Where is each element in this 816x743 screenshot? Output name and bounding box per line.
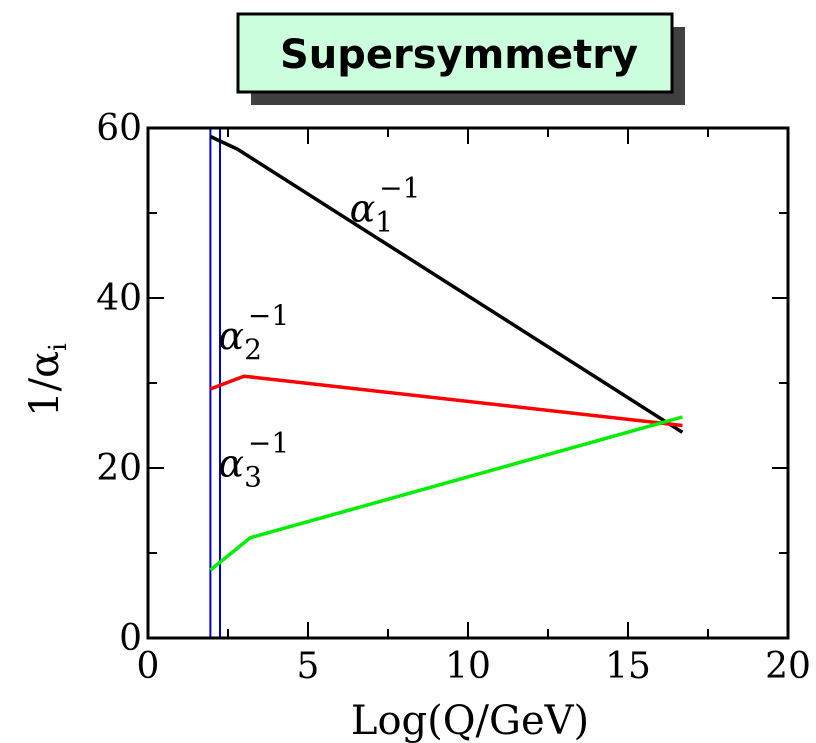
x-tick-label: 20 [765,646,811,687]
x-tick-label: 0 [137,646,160,687]
series-label-2: α2−1 [218,299,289,366]
svg-text:1/αi: 1/αi [22,343,72,417]
chart-title: Supersymmetry [280,32,638,78]
y-axis-label-sub: i [44,343,72,351]
x-axis-label: Log(Q/GeV) [351,698,589,743]
plot-area: α1−1 α2−1 α3−1 0 5 10 15 20 0 20 40 60 [96,108,811,687]
title-box [236,12,674,94]
plot-frame [146,126,790,640]
y-tick-label: 60 [96,108,142,149]
x-tick-label: 15 [605,646,651,687]
series-line-2 [209,374,683,428]
series-label-3: α3−1 [218,427,289,494]
series-label-1: α1−1 [350,172,421,239]
y-axis-label: 1/αi [22,343,72,417]
y-tick-label: 40 [96,278,142,319]
chart-title-box: Supersymmetry [236,12,685,105]
x-tick-label: 10 [445,646,491,687]
y-axis-label-main: 1/α [22,351,68,417]
y-tick-label: 20 [96,448,142,489]
series-line-1 [209,134,684,434]
y-tick-label: 0 [119,618,142,659]
x-tick-label: 5 [297,646,320,687]
